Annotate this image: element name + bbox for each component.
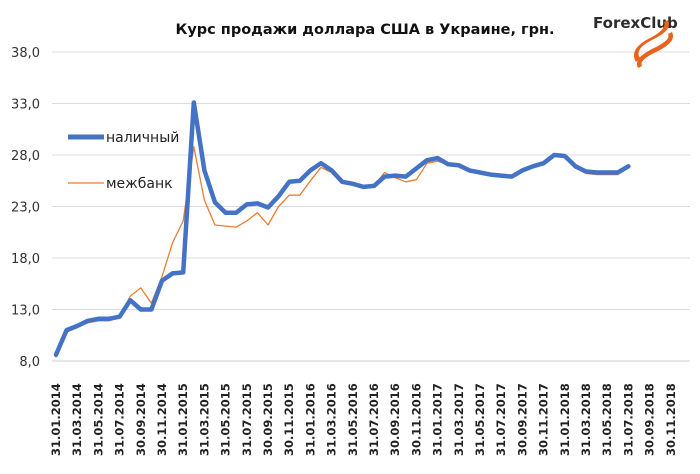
x-tick-label: 31.03.2016	[325, 383, 339, 456]
x-tick-label: 30.09.2018	[643, 383, 657, 456]
gridlines	[52, 51, 690, 362]
x-axis-ticks: 31.01.2014 31.03.2014 31.05.2014 31.07.2014…	[49, 383, 678, 456]
legend-label-cash: наличный	[106, 130, 179, 146]
x-tick-label: 31.05.2017	[473, 383, 487, 456]
x-tick-label: 30.09.2016	[388, 383, 402, 456]
x-tick-label: 31.07.2015	[240, 383, 254, 456]
y-tick-label: 8,0	[19, 355, 40, 370]
x-tick-label: 31.03.2014	[70, 383, 84, 456]
x-tick-label: 30.11.2015	[282, 383, 296, 456]
x-tick-label: 30.11.2016	[409, 383, 423, 456]
x-tick-label: 30.09.2015	[261, 383, 275, 456]
x-tick-label: 31.01.2015	[176, 383, 190, 456]
x-tick-label: 31.01.2014	[49, 383, 63, 456]
x-tick-label: 30.09.2017	[515, 383, 529, 456]
series-line-cash	[53, 100, 631, 358]
logo-text: ForexClub	[593, 14, 678, 32]
x-tick-label: 31.01.2017	[431, 383, 445, 456]
x-tick-label: 31.07.2018	[621, 383, 635, 456]
legend-label-interbank: межбанк	[106, 176, 173, 192]
series-lines	[53, 100, 631, 358]
chart-title: Курс продажи доллара США в Украине, грн.	[175, 22, 554, 38]
x-tick-label: 31.07.2017	[494, 383, 508, 456]
x-tick-label: 31.03.2017	[452, 383, 466, 456]
y-tick-label: 28,0	[11, 149, 40, 164]
x-tick-label: 30.11.2018	[664, 383, 678, 456]
forexclub-logo: ForexClub	[593, 14, 678, 68]
x-tick-label: 31.07.2016	[367, 383, 381, 456]
y-tick-label: 13,0	[11, 304, 40, 319]
x-tick-label: 30.11.2014	[155, 383, 169, 456]
x-tick-label: 30.09.2014	[134, 383, 148, 456]
x-tick-label: 31.03.2015	[197, 383, 211, 456]
x-tick-label: 31.07.2014	[113, 383, 127, 456]
legend: наличный межбанк	[68, 130, 179, 192]
y-tick-label: 23,0	[11, 201, 40, 216]
y-tick-label: 38,0	[11, 46, 40, 61]
x-tick-label: 31.01.2018	[558, 383, 572, 456]
x-tick-label: 31.03.2018	[579, 383, 593, 456]
x-tick-label: 31.05.2014	[91, 383, 105, 456]
y-tick-label: 18,0	[11, 252, 40, 267]
x-tick-label: 30.11.2017	[537, 383, 551, 456]
x-tick-label: 31.05.2015	[219, 383, 233, 456]
logo-wave-icon	[633, 20, 674, 68]
x-tick-label: 31.05.2018	[600, 383, 614, 456]
x-tick-label: 31.05.2016	[346, 383, 360, 456]
x-tick-label: 31.01.2016	[303, 383, 317, 456]
y-tick-label: 33,0	[11, 98, 40, 113]
y-axis-ticks: 8,0 13,0 18,0 23,0 28,0 33,0 38,0	[11, 46, 40, 370]
